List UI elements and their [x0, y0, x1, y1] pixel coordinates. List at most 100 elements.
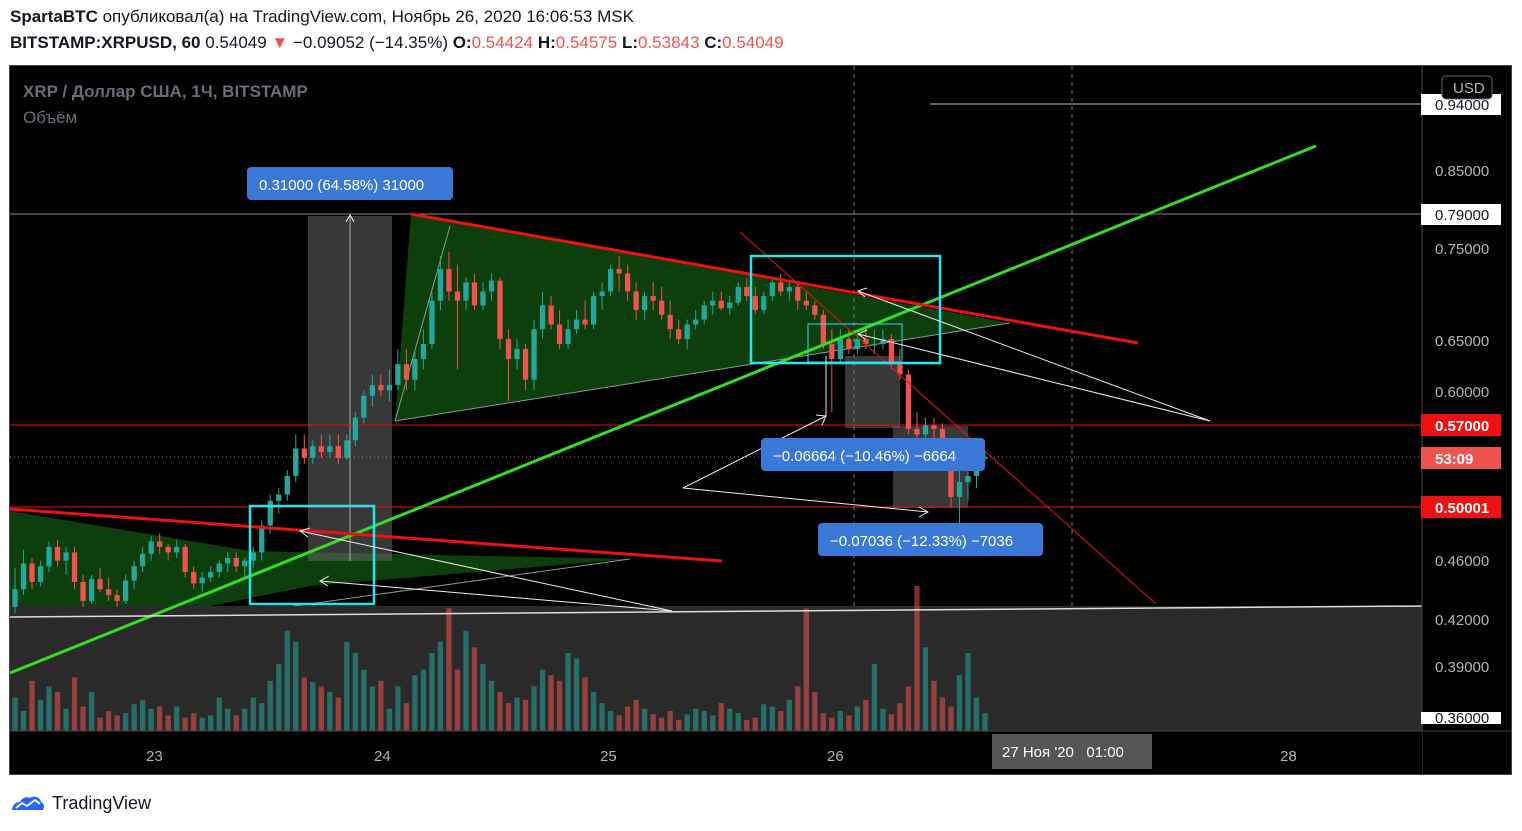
volume-bar — [242, 708, 248, 731]
down-arrow-icon: ▼ — [271, 33, 289, 52]
triangle-edge-lower — [394, 322, 1011, 422]
green-trend-line[interactable] — [10, 144, 1317, 675]
candle-body — [12, 589, 18, 607]
candle-body — [965, 475, 971, 483]
candle-body — [497, 280, 503, 340]
candle-body — [250, 552, 256, 561]
volume-bar — [667, 710, 673, 731]
volume-bar — [148, 708, 154, 731]
author-name[interactable]: SpartaBTC — [10, 7, 98, 26]
measure-label-up[interactable]: 0.31000 (64.58%) 31000 — [247, 167, 453, 200]
volume-bar — [174, 706, 180, 731]
cyan-box-right[interactable] — [749, 254, 942, 365]
currency-button[interactable]: USD — [1441, 75, 1493, 100]
volume-bar — [71, 677, 78, 731]
open-label: O: — [452, 33, 472, 52]
candle-body — [514, 348, 520, 360]
volume-bar — [556, 680, 563, 731]
time-axis[interactable] — [10, 731, 1422, 775]
candles — [12, 251, 988, 613]
measure-range-down1[interactable] — [845, 356, 900, 428]
volume-bar — [820, 713, 826, 731]
candle-body — [565, 329, 571, 344]
footer-brand[interactable]: TradingView — [10, 791, 151, 815]
volume-bar — [199, 717, 205, 731]
footer-brand-text: TradingView — [52, 792, 152, 813]
candle-body — [871, 343, 878, 346]
candle-body — [403, 364, 410, 380]
last-price: 0.54049 — [205, 33, 267, 52]
price-chart[interactable]: 0.94000 0.85000 0.79000 0.75000 0.65000 … — [10, 66, 1512, 775]
publish-text: опубликовал(а) на TradingView.com, Ноябр… — [102, 7, 634, 26]
candle-body — [548, 305, 554, 325]
candle-body — [242, 560, 248, 567]
candle-body — [752, 296, 758, 311]
candle-body — [633, 291, 639, 311]
volume-bar — [250, 697, 256, 731]
currency-label: USD — [1453, 80, 1485, 97]
volume-bar — [446, 608, 452, 731]
volume-bar — [701, 710, 707, 731]
volume-bar — [897, 703, 903, 731]
red-trend-line-main[interactable] — [410, 212, 1139, 345]
volume-bar — [973, 697, 980, 731]
volume-bars — [12, 586, 988, 731]
candle-body — [259, 525, 265, 553]
candle-body — [80, 581, 86, 601]
volume-bar — [812, 691, 818, 731]
cyan-box-small[interactable] — [807, 323, 903, 363]
volume-bar — [650, 714, 656, 731]
candle-body — [761, 296, 767, 311]
open-value: 0.54424 — [471, 33, 534, 52]
candle-body — [208, 571, 214, 578]
measure-label-down1[interactable]: −0.06664 (−10.46%) −6664 — [761, 438, 985, 471]
candle-body — [386, 385, 393, 391]
candle-body — [846, 339, 852, 349]
candle-body — [854, 339, 861, 349]
volume-bar — [29, 680, 35, 731]
volume-bar — [965, 652, 971, 731]
volume-bar — [769, 706, 775, 731]
chart-frame[interactable]: 0.94000 0.85000 0.79000 0.75000 0.65000 … — [9, 65, 1512, 775]
volume-bar — [284, 630, 290, 731]
volume-bar — [616, 715, 622, 731]
support-line[interactable] — [10, 605, 1423, 618]
candle-body — [642, 296, 648, 311]
chart-legend-title[interactable]: XRP / Доллар США, 1Ч, BITSTAMP — [23, 82, 308, 101]
candle-body — [463, 282, 469, 301]
time-label-23: 23 — [146, 748, 163, 765]
tradingview-logo-icon — [12, 796, 45, 810]
candle-body — [46, 546, 52, 567]
volume-bar — [403, 703, 410, 731]
volume-bar — [420, 669, 427, 731]
volume-bar — [905, 686, 912, 731]
candle-body — [650, 296, 656, 301]
red-trend-line-left[interactable] — [10, 507, 723, 563]
candle-body — [139, 553, 146, 567]
price-label-036: 0.36000 — [1435, 710, 1489, 727]
candle-body — [488, 280, 495, 292]
price-label-036-bg — [1421, 712, 1501, 724]
candle-body — [803, 300, 809, 306]
candle-body — [37, 566, 44, 582]
volume-bar — [761, 704, 767, 731]
price-label-046: 0.46000 — [1435, 553, 1489, 570]
symbol-label: BITSTAMP:XRPUSD, 60 — [10, 33, 201, 52]
volume-bar — [310, 681, 316, 731]
volume-bar — [88, 691, 95, 731]
volume-bar — [565, 652, 571, 731]
candle-body — [471, 282, 478, 306]
volume-legend[interactable]: Объём — [23, 108, 77, 127]
measure-label-down2[interactable]: −0.07036 (−12.33%) −7036 — [818, 523, 1043, 556]
red-descending-line[interactable] — [739, 231, 1157, 605]
volume-bar — [778, 710, 784, 731]
crosshair-time-label: 27 Ноя '20 01:00 — [1002, 744, 1124, 761]
volume-bar — [539, 669, 546, 731]
cyan-box-left[interactable] — [248, 504, 376, 606]
candle-body — [105, 589, 112, 596]
volume-bar — [505, 703, 512, 731]
candle-body — [216, 563, 222, 572]
volume-bar — [693, 708, 699, 731]
candle-body — [880, 339, 886, 344]
candle-body — [931, 425, 937, 429]
